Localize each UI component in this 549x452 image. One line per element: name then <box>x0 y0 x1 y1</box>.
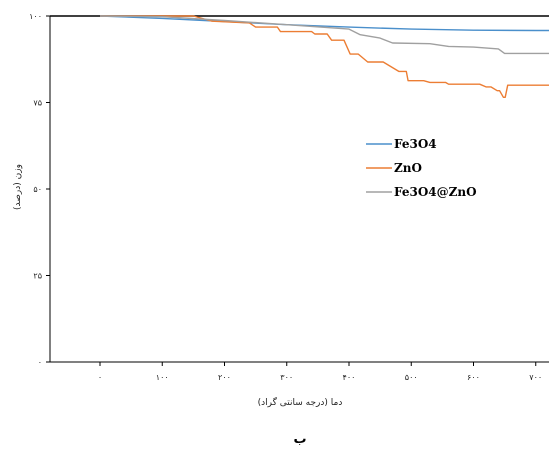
x-tick-label: ۴۰۰ <box>343 373 356 382</box>
x-tick-label: ۱۰۰ <box>156 373 169 382</box>
x-tick-label: ۵۰۰ <box>405 373 418 382</box>
x-tick-label: ۶۰۰ <box>467 373 480 382</box>
x-ticks: ۰۱۰۰۲۰۰۳۰۰۴۰۰۵۰۰۶۰۰۷۰۰۸۰۰ <box>98 362 542 382</box>
legend: Fe3O4 ZnO Fe3O4@ZnO <box>366 137 477 199</box>
y-tick-label: ۱۰۰ <box>29 12 42 21</box>
y-tick-label: ۷۵ <box>33 99 42 108</box>
figure-caption: ب <box>293 432 306 447</box>
series-line-zno <box>100 15 549 99</box>
y-tick-label: ۵۰ <box>33 185 42 194</box>
series-line-fe3o4 <box>99 15 549 32</box>
x-tick-label: ۲۰۰ <box>218 373 231 382</box>
y-tick-label: ۲۵ <box>33 272 42 281</box>
x-tick-label: ۷۰۰ <box>529 373 542 382</box>
x-axis-title: دما (درجه سانتی گراد) <box>258 396 343 408</box>
y-ticks: ۰ ۲۵ ۵۰ ۷۵ ۱۰۰ <box>29 12 50 367</box>
series-line-fe3o4-zno <box>99 15 549 55</box>
legend-label: ZnO <box>394 161 422 175</box>
series-layer <box>99 15 549 99</box>
x-tick-label: ۰ <box>98 373 102 382</box>
legend-label: Fe3O4 <box>394 137 437 151</box>
y-axis-title: وزن (درصد) <box>13 164 23 210</box>
x-tick-label: ۳۰۰ <box>280 373 293 382</box>
legend-label: Fe3O4@ZnO <box>394 185 477 199</box>
y-tick-label: ۰ <box>38 358 42 367</box>
